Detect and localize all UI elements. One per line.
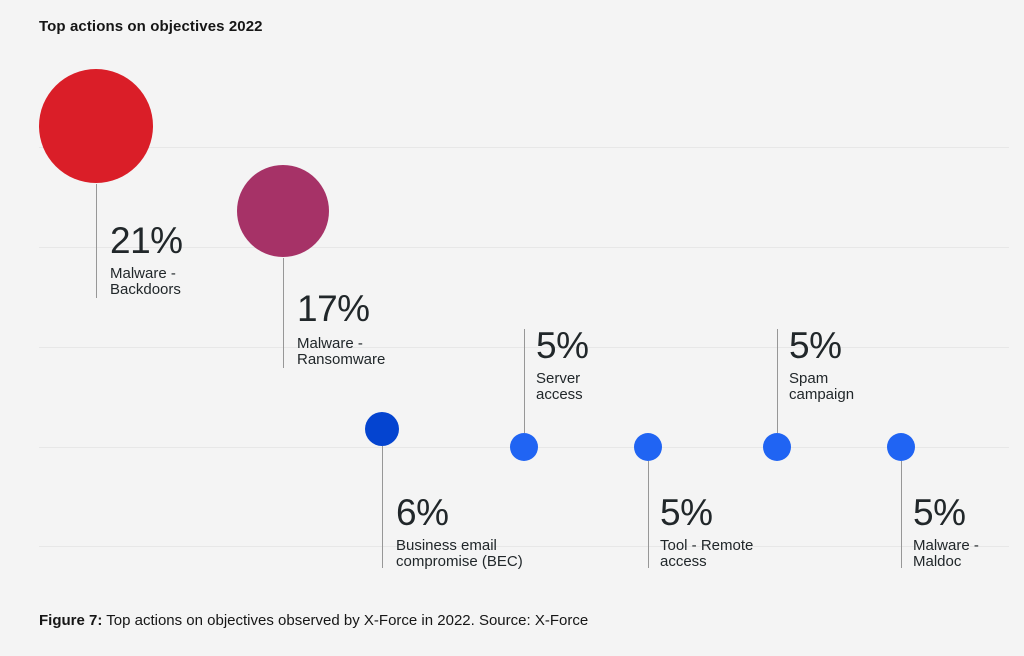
category-label-server-access: Server access: [536, 371, 583, 402]
category-label-business-email-compromise-bec: Business email compromise (BEC): [396, 538, 523, 569]
value-label-malware-ransomware: 17%: [297, 288, 370, 329]
bubble-malware-maldoc: [887, 433, 915, 461]
value-label-malware-maldoc: 5%: [913, 492, 966, 533]
stem-malware-ransomware: [283, 258, 284, 368]
category-label-line: Business email: [396, 537, 497, 554]
category-label-tool-remote-access: Tool - Remote access: [660, 538, 753, 569]
value-label-spam-campaign: 5%: [789, 325, 842, 366]
stem-server-access: [524, 329, 525, 433]
category-label-line: Backdoors: [110, 280, 181, 298]
bubble-malware-backdoors: [39, 69, 153, 183]
category-label-malware-backdoors: Malware - Backdoors: [110, 266, 181, 297]
category-label-line: access: [536, 385, 583, 403]
bubble-server-access: [510, 433, 538, 461]
figure-caption-number: Figure 7:: [39, 612, 103, 629]
stem-spam-campaign: [777, 329, 778, 433]
bubble-tool-remote-access: [634, 433, 662, 461]
stem-business-email-compromise-bec: [382, 446, 383, 568]
stem-malware-maldoc: [901, 461, 902, 568]
category-label-line: campaign: [789, 385, 855, 403]
value-label-server-access: 5%: [536, 325, 589, 366]
category-label-line: Malware -: [913, 537, 979, 554]
figure-caption: Figure 7: Top actions on objectives obse…: [39, 612, 588, 629]
bubble-business-email-compromise-bec: [365, 412, 399, 446]
category-label-line: compromise (BEC): [396, 552, 523, 570]
gridline: [39, 247, 1009, 248]
category-label-malware-maldoc: Malware - Maldoc: [913, 538, 979, 569]
category-label-line: Spam: [789, 370, 829, 387]
category-label-spam-campaign: Spam campaign: [789, 371, 854, 402]
category-label-line: Maldoc: [913, 552, 962, 570]
category-label-line: Tool - Remote: [660, 537, 754, 554]
value-label-business-email-compromise-bec: 6%: [396, 492, 449, 533]
category-label-line: Malware -: [297, 335, 363, 352]
gridline: [39, 546, 1009, 547]
category-label-line: Ransomware: [297, 350, 386, 368]
figure-caption-text: Top actions on objectives observed by X-…: [106, 612, 589, 629]
stem-malware-backdoors: [96, 184, 97, 298]
category-label-malware-ransomware: Malware - Ransomware: [297, 336, 385, 367]
value-label-malware-backdoors: 21%: [110, 220, 183, 261]
category-label-line: Malware -: [110, 265, 176, 282]
chart-title: Top actions on objectives 2022: [39, 18, 263, 35]
bubble-malware-ransomware: [237, 165, 329, 257]
bubble-chart: 21% Malware - Backdoors 17% Malware - Ransomw…: [39, 69, 1009, 569]
stem-tool-remote-access: [648, 461, 649, 568]
value-label-tool-remote-access: 5%: [660, 492, 713, 533]
bubble-spam-campaign: [763, 433, 791, 461]
category-label-line: Server: [536, 370, 581, 387]
category-label-line: access: [660, 552, 707, 570]
gridline: [39, 147, 1009, 148]
